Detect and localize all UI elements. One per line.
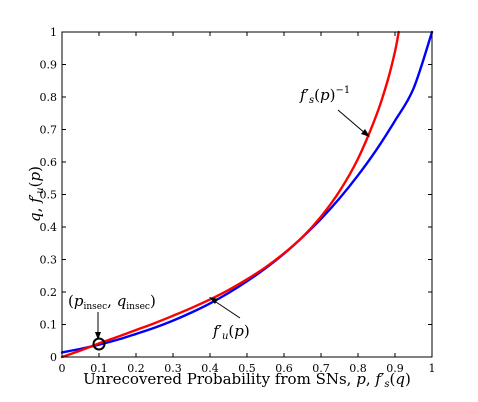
y-tick-label: 0.9: [40, 59, 58, 72]
x-tick-label: 0.5: [238, 362, 256, 375]
x-tick-label: 0.8: [349, 362, 367, 375]
x-tick-label: 0.1: [90, 362, 108, 375]
x-tick-label: 0.9: [386, 362, 404, 375]
axis-ticks: [61, 31, 433, 358]
y-tick-label: 0.5: [40, 189, 58, 202]
x-tick-label: 0.2: [127, 362, 145, 375]
annotation-intersection-arrowhead: [95, 332, 101, 340]
annotation-fu: f′u(p): [212, 322, 250, 342]
y-tick-label: 1: [50, 26, 57, 39]
x-axis-label: Unrecovered Probability from SNs, p, f′s…: [83, 370, 411, 390]
y-tick-label: 0.2: [40, 286, 58, 299]
y-tick-labels: 0 0.1 0.2 0.3 0.4 0.5 0.6 0.7 0.8 0.9 1: [40, 26, 58, 364]
y-axis-label: q, f′u(p): [26, 166, 46, 222]
annotation-fu-arrowhead: [209, 297, 218, 304]
annotation-fs-arrowhead: [361, 129, 370, 137]
annotation-fs-arrow: [337, 109, 367, 135]
y-tick-label: 0.7: [40, 124, 58, 137]
y-tick-label: 0.4: [40, 221, 58, 234]
annotation-intersection: (pinsec, qinsec): [68, 292, 156, 312]
x-tick-label: 0: [59, 362, 66, 375]
y-tick-label: 0: [50, 351, 57, 364]
y-tick-label: 0.6: [40, 156, 58, 169]
x-tick-label: 1: [429, 362, 436, 375]
x-tick-labels: 0 0.1 0.2 0.3 0.4 0.5 0.6 0.7 0.8 0.9 1: [59, 362, 436, 375]
annotation-fs-inverse: f′s(p)−1: [299, 85, 350, 106]
x-tick-label: 0.6: [275, 362, 293, 375]
y-tick-label: 0.8: [40, 91, 58, 104]
y-tick-label: 0.3: [40, 254, 58, 267]
annotation-fu-arrow: [212, 299, 241, 319]
series-fs-inverse-line: [60, 30, 400, 359]
plot-area: [62, 32, 432, 357]
y-tick-label: 0.1: [40, 319, 58, 332]
x-tick-label: 0.7: [312, 362, 330, 375]
x-tick-label: 0.3: [164, 362, 182, 375]
curves: [60, 30, 434, 359]
intersection-marker: [92, 337, 106, 351]
series-fu-line: [60, 30, 434, 354]
x-tick-label: 0.4: [201, 362, 219, 375]
